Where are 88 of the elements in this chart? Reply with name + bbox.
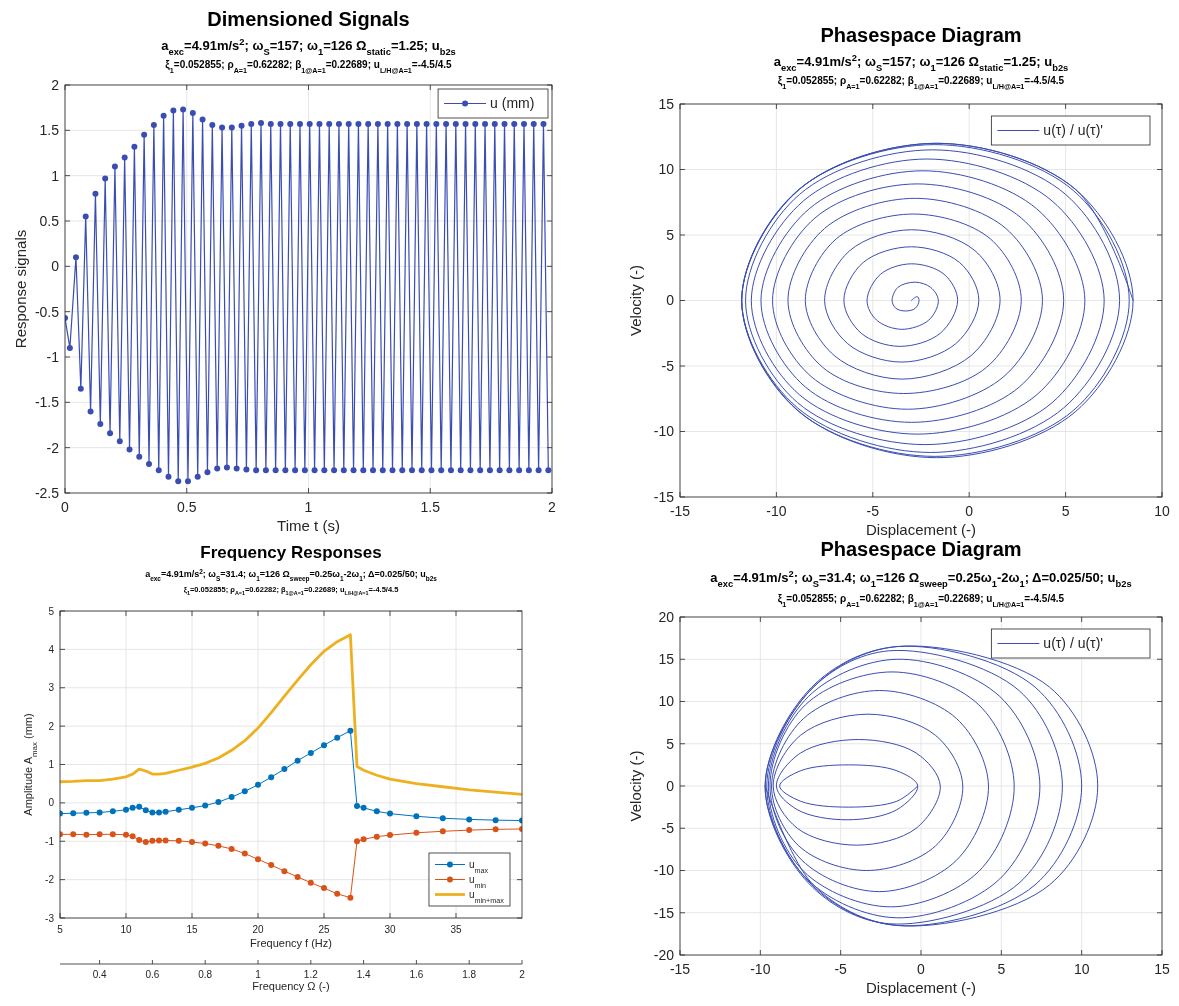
chart-title: Phasespace Diagram xyxy=(820,24,1022,46)
y-tick-label: 5 xyxy=(666,735,675,752)
text: a$_{exc}$=4.91m/s$^{2}$; ω$_{S}$=157; ω$_{1}$=126 Ω$_{static}$=1.25; u$_{b2s}$ xyxy=(161,37,456,57)
y-tick-label: 2 xyxy=(48,720,55,732)
y-tick-label: 15 xyxy=(658,95,675,112)
legend-label: u(τ) / u(τ)' xyxy=(1043,122,1103,139)
y-tick-label: 10 xyxy=(658,693,675,710)
x-tick-label: 35 xyxy=(450,924,462,935)
x2-tick-label: 0.4 xyxy=(92,969,107,980)
y-axis-title: Response signals xyxy=(11,229,29,349)
y-tick-label: -2 xyxy=(45,874,55,886)
text: ξ$_{1}$=0.052855; ρ$_{A=1}$=0.62282; β$_{1@A=1}$=0.22689; u$_{L/H@A=1}$=-4.5/4.5 xyxy=(777,593,1065,609)
y-axis-title: Velocity (-) xyxy=(626,750,644,822)
text: a$_{exc}$=4.91m/s$^{2}$; ω$_{S}$=31.4; ω$_{1}$=126 Ω$_{sweep}$=0.25ω$_{1}$-2ω$_{1}$; Δ=0.025/50; u$_{b2s}$ xyxy=(710,569,1132,589)
x-tick-label: 30 xyxy=(384,924,396,935)
y-tick-label: 0 xyxy=(666,292,675,309)
x2-tick-label: 1.4 xyxy=(356,969,371,980)
y-tick-label: 3 xyxy=(48,682,55,694)
y-axis-title: Velocity (-) xyxy=(626,265,644,336)
text: a$_{exc}$=4.91m/s$^{2}$; ω$_{S}$=157; ω$_{1}$=126 Ω$_{static}$=1.25; u$_{b2s}$ xyxy=(773,53,1069,73)
y-tick-label: -1 xyxy=(46,348,60,365)
y-tick-label: -1.5 xyxy=(34,394,60,411)
y-tick-label: -10 xyxy=(653,862,675,879)
y-tick-label: -2.5 xyxy=(34,484,60,501)
x2-tick-label: 0.6 xyxy=(145,969,160,980)
x-tick-label: 1.5 xyxy=(420,499,441,515)
x-tick-label: 20 xyxy=(252,924,264,935)
x-tick-label: -5 xyxy=(866,503,880,519)
y-tick-label: 0 xyxy=(48,797,55,809)
chart-title: Dimensioned Signals xyxy=(207,8,410,30)
x-tick-label: -10 xyxy=(750,961,771,977)
x2-axis-title: Frequency Ω (-) xyxy=(252,980,330,992)
x-tick-label: 0 xyxy=(917,961,926,977)
y-tick-label: 0.5 xyxy=(39,212,60,229)
x2-tick-label: 1.6 xyxy=(409,969,424,980)
x-tick-label: 10 xyxy=(120,924,132,935)
x-tick-label: 1 xyxy=(304,499,313,515)
x-tick-label: 2 xyxy=(548,499,557,515)
x-tick-label: 0.5 xyxy=(177,499,197,515)
x-tick-label: 15 xyxy=(1154,961,1170,977)
y-tick-label: 1.5 xyxy=(39,122,60,139)
x2-tick-label: 0.8 xyxy=(198,969,213,980)
x-tick-label: 25 xyxy=(318,924,330,935)
x-tick-label: 10 xyxy=(1154,503,1170,519)
y-tick-label: -5 xyxy=(661,357,675,374)
x-tick-label: 5 xyxy=(1061,503,1070,519)
legend-label: u$_{min+max}$ xyxy=(468,889,505,905)
x-tick-label: 10 xyxy=(1073,961,1090,977)
x-tick-label: 0 xyxy=(965,503,974,519)
y-tick-label: -10 xyxy=(653,423,675,440)
chart-title: Phasespace Diagram xyxy=(820,538,1022,560)
x-tick-label: -10 xyxy=(766,503,787,519)
y-tick-label: -3 xyxy=(45,912,55,924)
legend-label: u(τ) / u(τ)' xyxy=(1043,635,1103,652)
text: ξ$_{1}$=0.052855; ρ$_{A=1}$=0.62282; β$_{1@A=1}$=0.22689; u$_{L/H@A=1}$=-4.5/4.5 xyxy=(165,59,452,75)
x-tick-label: 15 xyxy=(186,924,198,935)
legend-label: u$_{min}$ xyxy=(468,874,487,890)
y-tick-label: 5 xyxy=(666,226,675,243)
y-tick-label: 10 xyxy=(658,161,675,178)
y-tick-label: 0 xyxy=(51,258,60,275)
y-tick-label: -15 xyxy=(653,904,675,921)
y-tick-label: 20 xyxy=(658,608,675,625)
y-tick-label: -20 xyxy=(653,946,675,963)
y-tick-label: -2 xyxy=(46,439,60,456)
x-axis-title: Displacement (-) xyxy=(865,521,977,539)
x-tick-label: 0 xyxy=(61,499,70,515)
x-axis-title: Time t (s) xyxy=(277,517,340,535)
text: ξ$_{1}$=0.052855; ρ$_{A=1}$=0.62282; β$_{1@A=1}$=0.22689; u$_{L/H@A=1}$=-4.5/4.5 xyxy=(777,75,1065,91)
y-tick-label: 15 xyxy=(658,651,675,668)
chart-title: Frequency Responses xyxy=(200,543,382,562)
y-tick-label: 1 xyxy=(51,167,60,184)
y-tick-label: -1 xyxy=(45,835,55,847)
x-axis-title: Frequency f (Hz) xyxy=(250,937,332,949)
y-tick-label: 0 xyxy=(666,777,675,794)
x-axis-title: Displacement (-) xyxy=(865,979,977,997)
x2-tick-label: 1.2 xyxy=(303,969,319,980)
y-tick-label: -5 xyxy=(661,820,675,837)
y-tick-label: 5 xyxy=(48,605,55,617)
y-tick-label: 2 xyxy=(51,76,60,93)
x-tick-label: -5 xyxy=(834,961,848,977)
y-tick-label: -0.5 xyxy=(34,303,60,320)
y-tick-label: 4 xyxy=(48,643,55,655)
legend-label: u$_{max}$ xyxy=(468,859,489,875)
x-tick-label: 5 xyxy=(997,961,1006,977)
y-tick-label: 1 xyxy=(48,759,55,770)
text: a$_{exc}$=4.91m/s$^{2}$; ω$_{S}$=31.4; ω$_{1}$=126 Ω$_{sweep}$=0.25ω$_{1}$-2ω$_{1}$; Δ=0.025/50; u$_{b2s}$ xyxy=(145,567,437,582)
legend-label: u (mm) xyxy=(490,95,535,112)
x2-tick-label: 1.8 xyxy=(462,969,477,980)
